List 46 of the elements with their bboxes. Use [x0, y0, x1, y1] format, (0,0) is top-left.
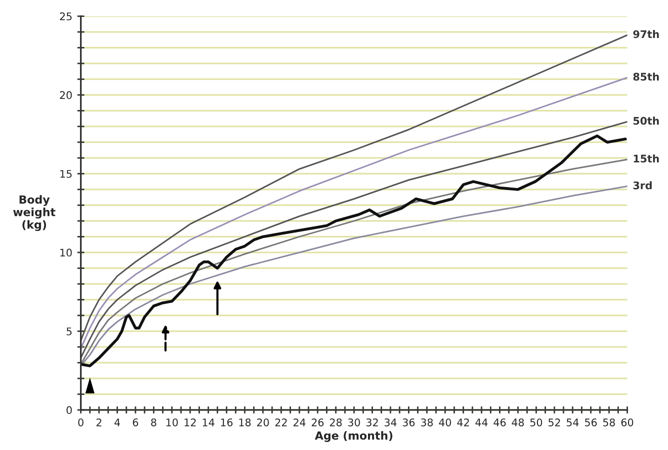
x-axis-title: Age (month): [314, 431, 392, 442]
x-tick-label: 52: [548, 418, 560, 426]
x-tick-label: 34: [384, 418, 397, 426]
x-tick-label: 4: [114, 418, 120, 426]
y-tick-label: 20: [60, 91, 72, 100]
x-tick-label: 16: [221, 418, 233, 426]
x-tick-label: 38: [421, 418, 433, 426]
x-tick-label: 54: [566, 418, 579, 426]
x-tick-label: 2: [96, 418, 102, 426]
x-tick-label: 44: [475, 418, 488, 426]
series-label: 3rd: [633, 181, 652, 190]
series-label: 15th: [634, 154, 659, 163]
x-tick-label: 14: [202, 418, 214, 426]
x-tick-label: 58: [603, 418, 615, 426]
x-tick-label: 10: [166, 418, 178, 426]
x-tick-label: 28: [330, 418, 342, 426]
y-tick-label: 10: [60, 248, 72, 257]
y-tick-label: 25: [60, 12, 72, 20]
x-tick-label: 0: [78, 418, 84, 426]
x-tick-label: 32: [366, 418, 378, 426]
line-series: [80, 76, 628, 350]
series-label: 97th: [633, 30, 659, 38]
x-tick-label: 12: [184, 418, 196, 426]
x-tick-label: 22: [275, 418, 287, 426]
x-tick-label: 40: [438, 418, 452, 426]
series-label: 50th: [634, 116, 659, 125]
line-series: [80, 34, 628, 342]
x-tick-label: 50: [530, 418, 542, 426]
x-tick-label: 8: [151, 418, 156, 426]
x-tick-label: 46: [494, 418, 506, 426]
x-tick-label: 36: [402, 418, 415, 426]
series-label: 85th: [633, 72, 659, 81]
x-tick-label: 24: [294, 418, 306, 426]
x-tick-label: 48: [512, 418, 524, 426]
x-tick-label: 18: [239, 418, 251, 426]
y-axis-title: Body weight (kg): [13, 195, 56, 232]
x-tick-label: 60: [621, 418, 634, 426]
x-tick-label: 42: [457, 418, 469, 426]
y-tick-label: 15: [60, 170, 72, 178]
x-tick-label: 30: [348, 418, 360, 426]
y-tick-label: 0: [66, 406, 72, 414]
x-tick-label: 6: [132, 418, 138, 426]
x-tick-label: 56: [585, 418, 597, 426]
x-tick-label: 26: [312, 418, 324, 426]
x-tick-label: 20: [257, 418, 269, 426]
y-tick-label: 5: [66, 328, 72, 336]
